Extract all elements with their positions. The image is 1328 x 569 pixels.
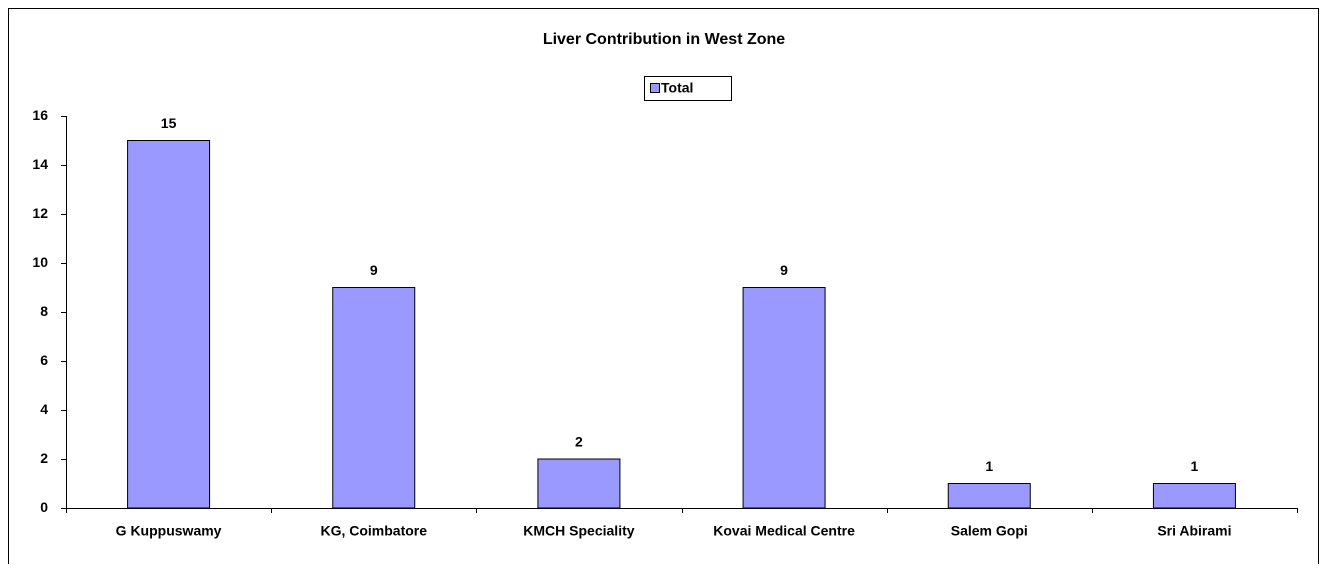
y-tick-label: 10 (32, 254, 48, 270)
bar (537, 458, 621, 509)
bar (742, 287, 826, 509)
x-tick-label: Kovai Medical Centre (713, 523, 855, 539)
data-label: 9 (370, 262, 378, 278)
bar (947, 483, 1031, 509)
data-label: 15 (161, 115, 177, 131)
legend-swatch (650, 83, 660, 93)
y-tick-label: 4 (40, 401, 48, 417)
data-label: 2 (575, 434, 583, 450)
y-tick-label: 16 (32, 107, 48, 123)
x-tick-label: KG, Coimbatore (320, 523, 427, 539)
y-tick-label: 0 (40, 499, 48, 515)
data-label: 9 (780, 262, 788, 278)
y-tick-label: 6 (40, 352, 48, 368)
x-tick-label: Salem Gopi (951, 523, 1028, 539)
bar (332, 287, 416, 509)
y-tick-label: 8 (40, 303, 48, 319)
legend-label: Total (661, 80, 693, 96)
x-tick-label: KMCH Speciality (523, 523, 634, 539)
chart-border (8, 8, 1319, 569)
bar (127, 140, 211, 509)
y-tick-label: 2 (40, 450, 48, 466)
data-label: 1 (985, 458, 993, 474)
chart-title: Liver Contribution in West Zone (543, 31, 785, 48)
y-tick-label: 14 (32, 156, 48, 172)
data-label: 1 (1191, 458, 1199, 474)
bar (1152, 483, 1236, 509)
x-tick-label: G Kuppuswamy (116, 523, 222, 539)
x-tick-label: Sri Abirami (1157, 523, 1231, 539)
y-tick-label: 12 (32, 205, 48, 221)
